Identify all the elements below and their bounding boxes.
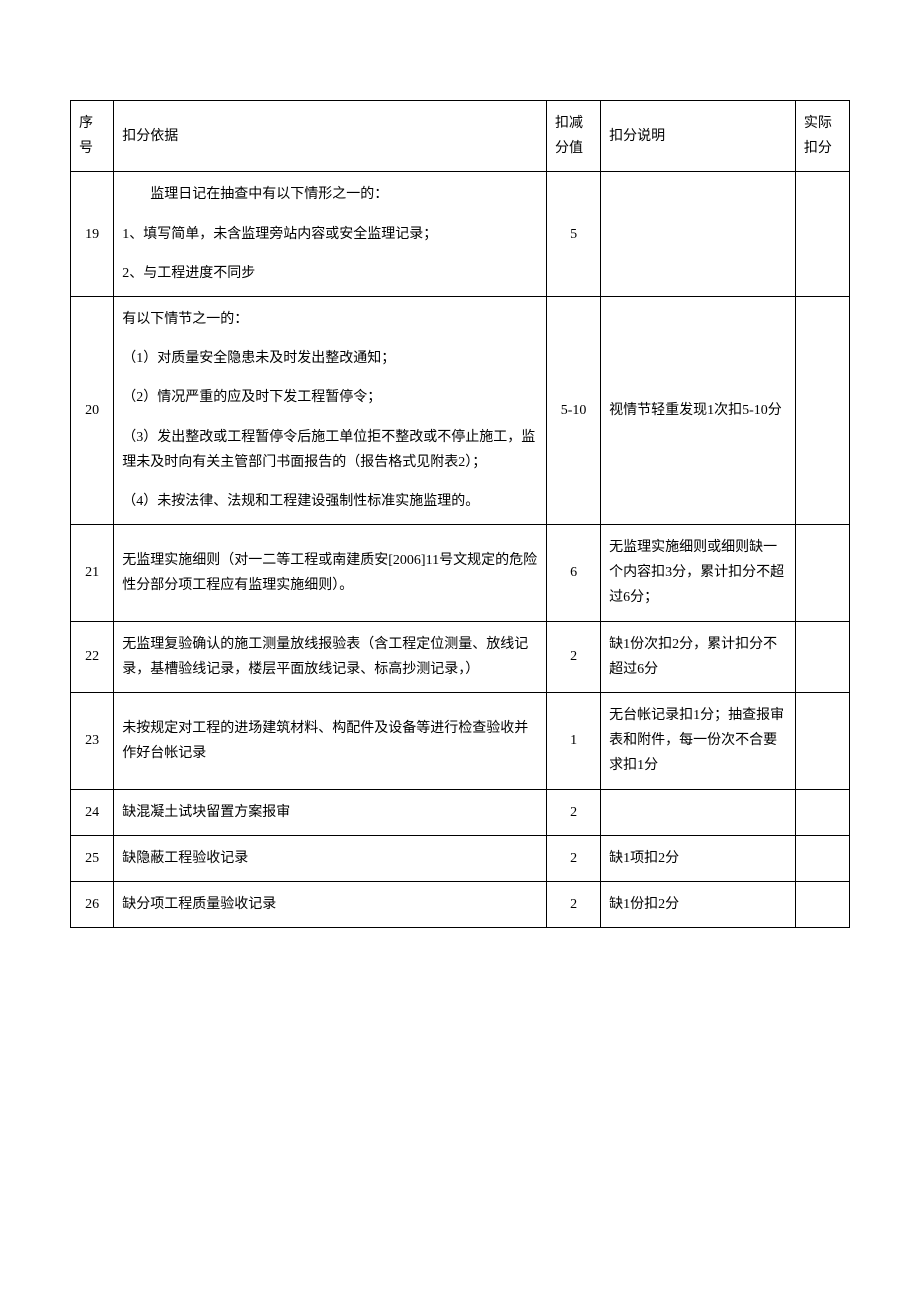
row-num: 21 xyxy=(71,525,114,622)
row-basis: 监理日记在抽查中有以下情形之一的： 1、填写简单，未含监理旁站内容或安全监理记录；… xyxy=(114,172,547,297)
row-num: 22 xyxy=(71,621,114,692)
row-actual xyxy=(795,296,849,524)
table-row: 23未按规定对工程的进场建筑材料、构配件及设备等进行检查验收并作好台帐记录1无台… xyxy=(71,693,850,790)
table-body: 19 监理日记在抽查中有以下情形之一的： 1、填写简单，未含监理旁站内容或安全监理记… xyxy=(71,172,850,928)
row-deduct: 6 xyxy=(547,525,601,622)
table-row: 25 缺隐蔽工程验收记录 2缺1项扣2分 xyxy=(71,835,850,881)
basis-paragraph: （4）未按法律、法规和工程建设强制性标准实施监理的。 xyxy=(122,489,538,514)
basis-paragraph: （2）情况严重的应及时下发工程暂停令； xyxy=(122,385,538,410)
row-desc: 视情节轻重发现1次扣5-10分 xyxy=(601,296,796,524)
row-actual xyxy=(795,789,849,835)
header-deduct: 扣减分值 xyxy=(547,101,601,172)
row-actual xyxy=(795,881,849,927)
row-num: 23 xyxy=(71,693,114,790)
table-row: 21无监理实施细则（对一二等工程或南建质安[2006]11号文规定的危险性分部分… xyxy=(71,525,850,622)
row-deduct: 2 xyxy=(547,835,601,881)
row-num: 20 xyxy=(71,296,114,524)
deduction-table: 序号 扣分依据 扣减分值 扣分说明 实际扣分 19监理日记在抽查中有以下情形之一… xyxy=(70,100,850,928)
table-row: 20 有以下情节之一的： （1）对质量安全隐患未及时发出整改通知； （2）情况严重的应… xyxy=(71,296,850,524)
header-desc: 扣分说明 xyxy=(601,101,796,172)
row-desc: 无台帐记录扣1分；抽查报审表和附件，每一份次不合要求扣1分 xyxy=(601,693,796,790)
basis-paragraph: 未按规定对工程的进场建筑材料、构配件及设备等进行检查验收并作好台帐记录 xyxy=(122,716,538,766)
header-actual: 实际扣分 xyxy=(795,101,849,172)
table-row: 26 缺分项工程质量验收记录 2缺1份扣2分 xyxy=(71,881,850,927)
row-deduct: 5-10 xyxy=(547,296,601,524)
row-basis: 缺分项工程质量验收记录 xyxy=(114,881,547,927)
row-desc: 缺1份扣2分 xyxy=(601,881,796,927)
row-num: 25 xyxy=(71,835,114,881)
basis-paragraph: 监理日记在抽查中有以下情形之一的： xyxy=(122,182,538,207)
basis-paragraph: 有以下情节之一的： xyxy=(122,307,538,332)
row-deduct: 1 xyxy=(547,693,601,790)
basis-paragraph: 缺混凝土试块留置方案报审 xyxy=(122,800,538,825)
row-desc xyxy=(601,172,796,297)
row-actual xyxy=(795,693,849,790)
row-desc: 无监理实施细则或细则缺一个内容扣3分，累计扣分不超过6分； xyxy=(601,525,796,622)
row-basis: 无监理复验确认的施工测量放线报验表（含工程定位测量、放线记录，基槽验线记录，楼层… xyxy=(114,621,547,692)
basis-paragraph: 缺隐蔽工程验收记录 xyxy=(122,846,538,871)
row-num: 26 xyxy=(71,881,114,927)
row-num: 24 xyxy=(71,789,114,835)
basis-paragraph: 1、填写简单，未含监理旁站内容或安全监理记录； xyxy=(122,222,538,247)
table-row: 24 缺混凝土试块留置方案报审 2 xyxy=(71,789,850,835)
basis-paragraph: 无监理实施细则（对一二等工程或南建质安[2006]11号文规定的危险性分部分项工… xyxy=(122,548,538,598)
row-actual xyxy=(795,172,849,297)
basis-paragraph: 2、与工程进度不同步 xyxy=(122,261,538,286)
row-num: 19 xyxy=(71,172,114,297)
row-deduct: 2 xyxy=(547,881,601,927)
table-row: 19 监理日记在抽查中有以下情形之一的： 1、填写简单，未含监理旁站内容或安全监理记… xyxy=(71,172,850,297)
basis-paragraph: （1）对质量安全隐患未及时发出整改通知； xyxy=(122,346,538,371)
row-basis: 缺混凝土试块留置方案报审 xyxy=(114,789,547,835)
basis-paragraph: 无监理复验确认的施工测量放线报验表（含工程定位测量、放线记录，基槽验线记录，楼层… xyxy=(122,632,538,682)
row-basis: 无监理实施细则（对一二等工程或南建质安[2006]11号文规定的危险性分部分项工… xyxy=(114,525,547,622)
row-actual xyxy=(795,621,849,692)
row-basis: 有以下情节之一的： （1）对质量安全隐患未及时发出整改通知； （2）情况严重的应及时… xyxy=(114,296,547,524)
table-row: 22无监理复验确认的施工测量放线报验表（含工程定位测量、放线记录，基槽验线记录，… xyxy=(71,621,850,692)
row-desc: 缺1项扣2分 xyxy=(601,835,796,881)
row-desc xyxy=(601,789,796,835)
row-desc: 缺1份次扣2分，累计扣分不超过6分 xyxy=(601,621,796,692)
row-deduct: 2 xyxy=(547,789,601,835)
basis-paragraph: （3）发出整改或工程暂停令后施工单位拒不整改或不停止施工，监理未及时向有关主管部… xyxy=(122,425,538,475)
row-deduct: 2 xyxy=(547,621,601,692)
row-basis: 未按规定对工程的进场建筑材料、构配件及设备等进行检查验收并作好台帐记录 xyxy=(114,693,547,790)
row-deduct: 5 xyxy=(547,172,601,297)
row-actual xyxy=(795,835,849,881)
row-actual xyxy=(795,525,849,622)
header-num: 序号 xyxy=(71,101,114,172)
header-basis: 扣分依据 xyxy=(114,101,547,172)
row-basis: 缺隐蔽工程验收记录 xyxy=(114,835,547,881)
table-header-row: 序号 扣分依据 扣减分值 扣分说明 实际扣分 xyxy=(71,101,850,172)
basis-paragraph: 缺分项工程质量验收记录 xyxy=(122,892,538,917)
